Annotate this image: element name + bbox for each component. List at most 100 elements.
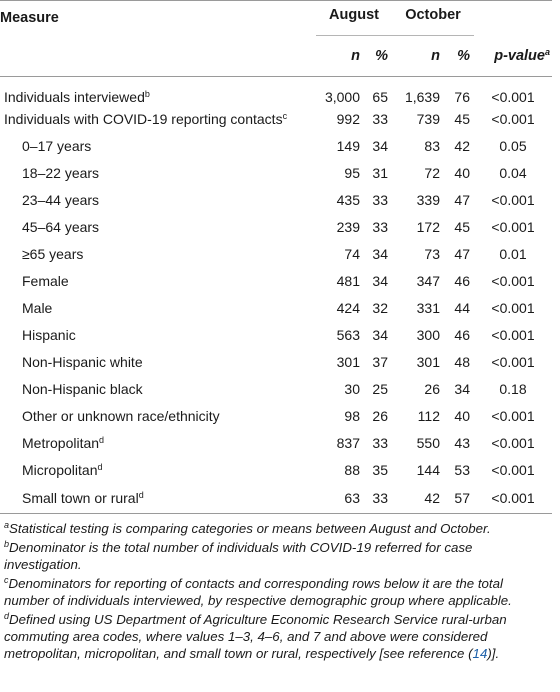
- pvalue-cell: <0.001: [491, 489, 535, 506]
- table-row: 23–44 years 435 33 339 47 <0.001: [0, 186, 552, 213]
- row-label: Other or unknown race/ethnicity: [22, 407, 220, 424]
- table-row: Small town or rurald 63 33 42 57 <0.001: [0, 483, 552, 513]
- row-label: 18–22 years: [22, 164, 100, 181]
- august-pct-cell: 33: [372, 434, 388, 451]
- row-label: 45–64 years: [22, 218, 100, 235]
- october-n-header: n: [431, 48, 440, 64]
- footnote-b: bDenominator is the total number of indi…: [4, 538, 473, 572]
- august-pct-cell: 34: [372, 137, 388, 154]
- october-pct-cell: 47: [454, 245, 470, 262]
- pvalue-cell: <0.001: [491, 353, 535, 370]
- august-pct-cell: 25: [372, 380, 388, 397]
- pvalue-cell: <0.001: [491, 434, 535, 451]
- table-row: Individuals interviewedb 3,000 65 1,639 76 <0…: [0, 77, 552, 105]
- august-n-cell: 149: [336, 137, 360, 154]
- august-n-cell: 424: [336, 299, 360, 316]
- footnotes: aStatistical testing is comparing catego…: [0, 514, 552, 662]
- august-n-cell: 63: [344, 489, 360, 506]
- october-n-cell: 172: [416, 218, 440, 235]
- pvalue-cell: <0.001: [491, 407, 535, 424]
- august-pct-cell: 65: [372, 89, 388, 105]
- table-row: Metropolitand 837 33 550 43 <0.001: [0, 429, 552, 456]
- row-label: Non-Hispanic black: [22, 380, 143, 397]
- row-label: 0–17 years: [22, 137, 92, 154]
- august-pct-cell: 34: [372, 245, 388, 262]
- october-n-cell: 83: [424, 137, 440, 154]
- october-pct-cell: 34: [454, 380, 470, 397]
- october-pct-cell: 48: [454, 353, 470, 370]
- table-row: Non-Hispanic black 30 25 26 34 0.18: [0, 375, 552, 402]
- pvalue-cell: <0.001: [491, 191, 535, 208]
- august-pct-cell: 34: [372, 326, 388, 343]
- august-n-cell: 837: [336, 434, 360, 451]
- august-pct-cell: 37: [372, 353, 388, 370]
- october-pct-cell: 43: [454, 434, 470, 451]
- october-n-cell: 72: [424, 164, 440, 181]
- october-pct-cell: 45: [454, 110, 470, 127]
- pvalue-cell: <0.001: [491, 218, 535, 235]
- october-pct-cell: 44: [454, 299, 470, 316]
- table-row: 18–22 years 95 31 72 40 0.04: [0, 159, 552, 186]
- table-row: ≥65 years 74 34 73 47 0.01: [0, 240, 552, 267]
- october-n-cell: 301: [416, 353, 440, 370]
- footnote-a: aStatistical testing is comparing catego…: [4, 519, 491, 536]
- august-n-header: n: [351, 48, 360, 64]
- august-n-cell: 435: [336, 191, 360, 208]
- row-label: Micropolitand: [22, 461, 103, 478]
- august-pct-cell: 33: [372, 218, 388, 235]
- august-pct-cell: 33: [372, 191, 388, 208]
- table-row: Hispanic 563 34 300 46 <0.001: [0, 321, 552, 348]
- october-n-cell: 739: [416, 110, 440, 127]
- august-pct-cell: 35: [372, 461, 388, 478]
- table-row: Non-Hispanic white 301 37 301 48 <0.001: [0, 348, 552, 375]
- table-row: Other or unknown race/ethnicity 98 26 112 40…: [0, 402, 552, 429]
- pvalue-cell: <0.001: [491, 110, 535, 127]
- october-pct-cell: 40: [454, 164, 470, 181]
- row-label: Non-Hispanic white: [22, 353, 143, 370]
- august-n-cell: 95: [344, 164, 360, 181]
- table-row: Female 481 34 347 46 <0.001: [0, 267, 552, 294]
- pvalue-cell: 0.05: [499, 137, 527, 154]
- pvalue-cell: <0.001: [491, 461, 535, 478]
- october-n-cell: 42: [424, 489, 440, 506]
- october-pct-header: %: [457, 48, 470, 64]
- august-pct-cell: 34: [372, 272, 388, 289]
- august-n-cell: 74: [344, 245, 360, 262]
- pvalue-cell: <0.001: [491, 299, 535, 316]
- august-n-cell: 563: [336, 326, 360, 343]
- row-label: Metropolitand: [22, 434, 105, 451]
- row-label: Small town or rurald: [22, 489, 144, 506]
- october-pct-cell: 46: [454, 326, 470, 343]
- table-row: Individuals with COVID-19 reporting cont…: [0, 105, 552, 132]
- august-pct-cell: 26: [372, 407, 388, 424]
- august-n-cell: 3,000: [324, 89, 360, 105]
- october-n-cell: 73: [424, 245, 440, 262]
- table-row: Male 424 32 331 44 <0.001: [0, 294, 552, 321]
- row-label: Hispanic: [22, 326, 76, 343]
- october-n-cell: 26: [424, 380, 440, 397]
- table-row: 0–17 years 149 34 83 42 0.05: [0, 132, 552, 159]
- august-n-cell: 88: [344, 461, 360, 478]
- october-n-cell: 1,639: [404, 89, 440, 105]
- footnote-d: dDefined using US Department of Agricult…: [4, 610, 507, 661]
- october-pct-cell: 45: [454, 218, 470, 235]
- august-pct-cell: 33: [372, 489, 388, 506]
- footnote-c: cDenominators for reporting of contacts …: [4, 574, 512, 608]
- august-pct-cell: 33: [372, 110, 388, 127]
- reference-link[interactable]: 14: [472, 645, 488, 661]
- measure-header: Measure: [0, 10, 59, 27]
- row-label: ≥65 years: [22, 245, 84, 262]
- october-pct-cell: 40: [454, 407, 470, 424]
- pvalue-cell: 0.18: [499, 380, 527, 397]
- row-label: Individuals with COVID-19 reporting cont…: [4, 110, 288, 127]
- august-pct-cell: 32: [372, 299, 388, 316]
- table-header: Measure August October n % n % p-valuea: [0, 0, 552, 77]
- october-pct-cell: 46: [454, 272, 470, 289]
- pvalue-header: p-valuea: [494, 46, 550, 64]
- row-label: Male: [22, 299, 53, 316]
- table-body: Individuals interviewedb 3,000 65 1,639 76 <0…: [0, 77, 552, 513]
- october-pct-cell: 42: [454, 137, 470, 154]
- row-label: Individuals interviewedb: [4, 89, 150, 105]
- october-n-cell: 112: [417, 407, 440, 424]
- august-n-cell: 301: [336, 353, 360, 370]
